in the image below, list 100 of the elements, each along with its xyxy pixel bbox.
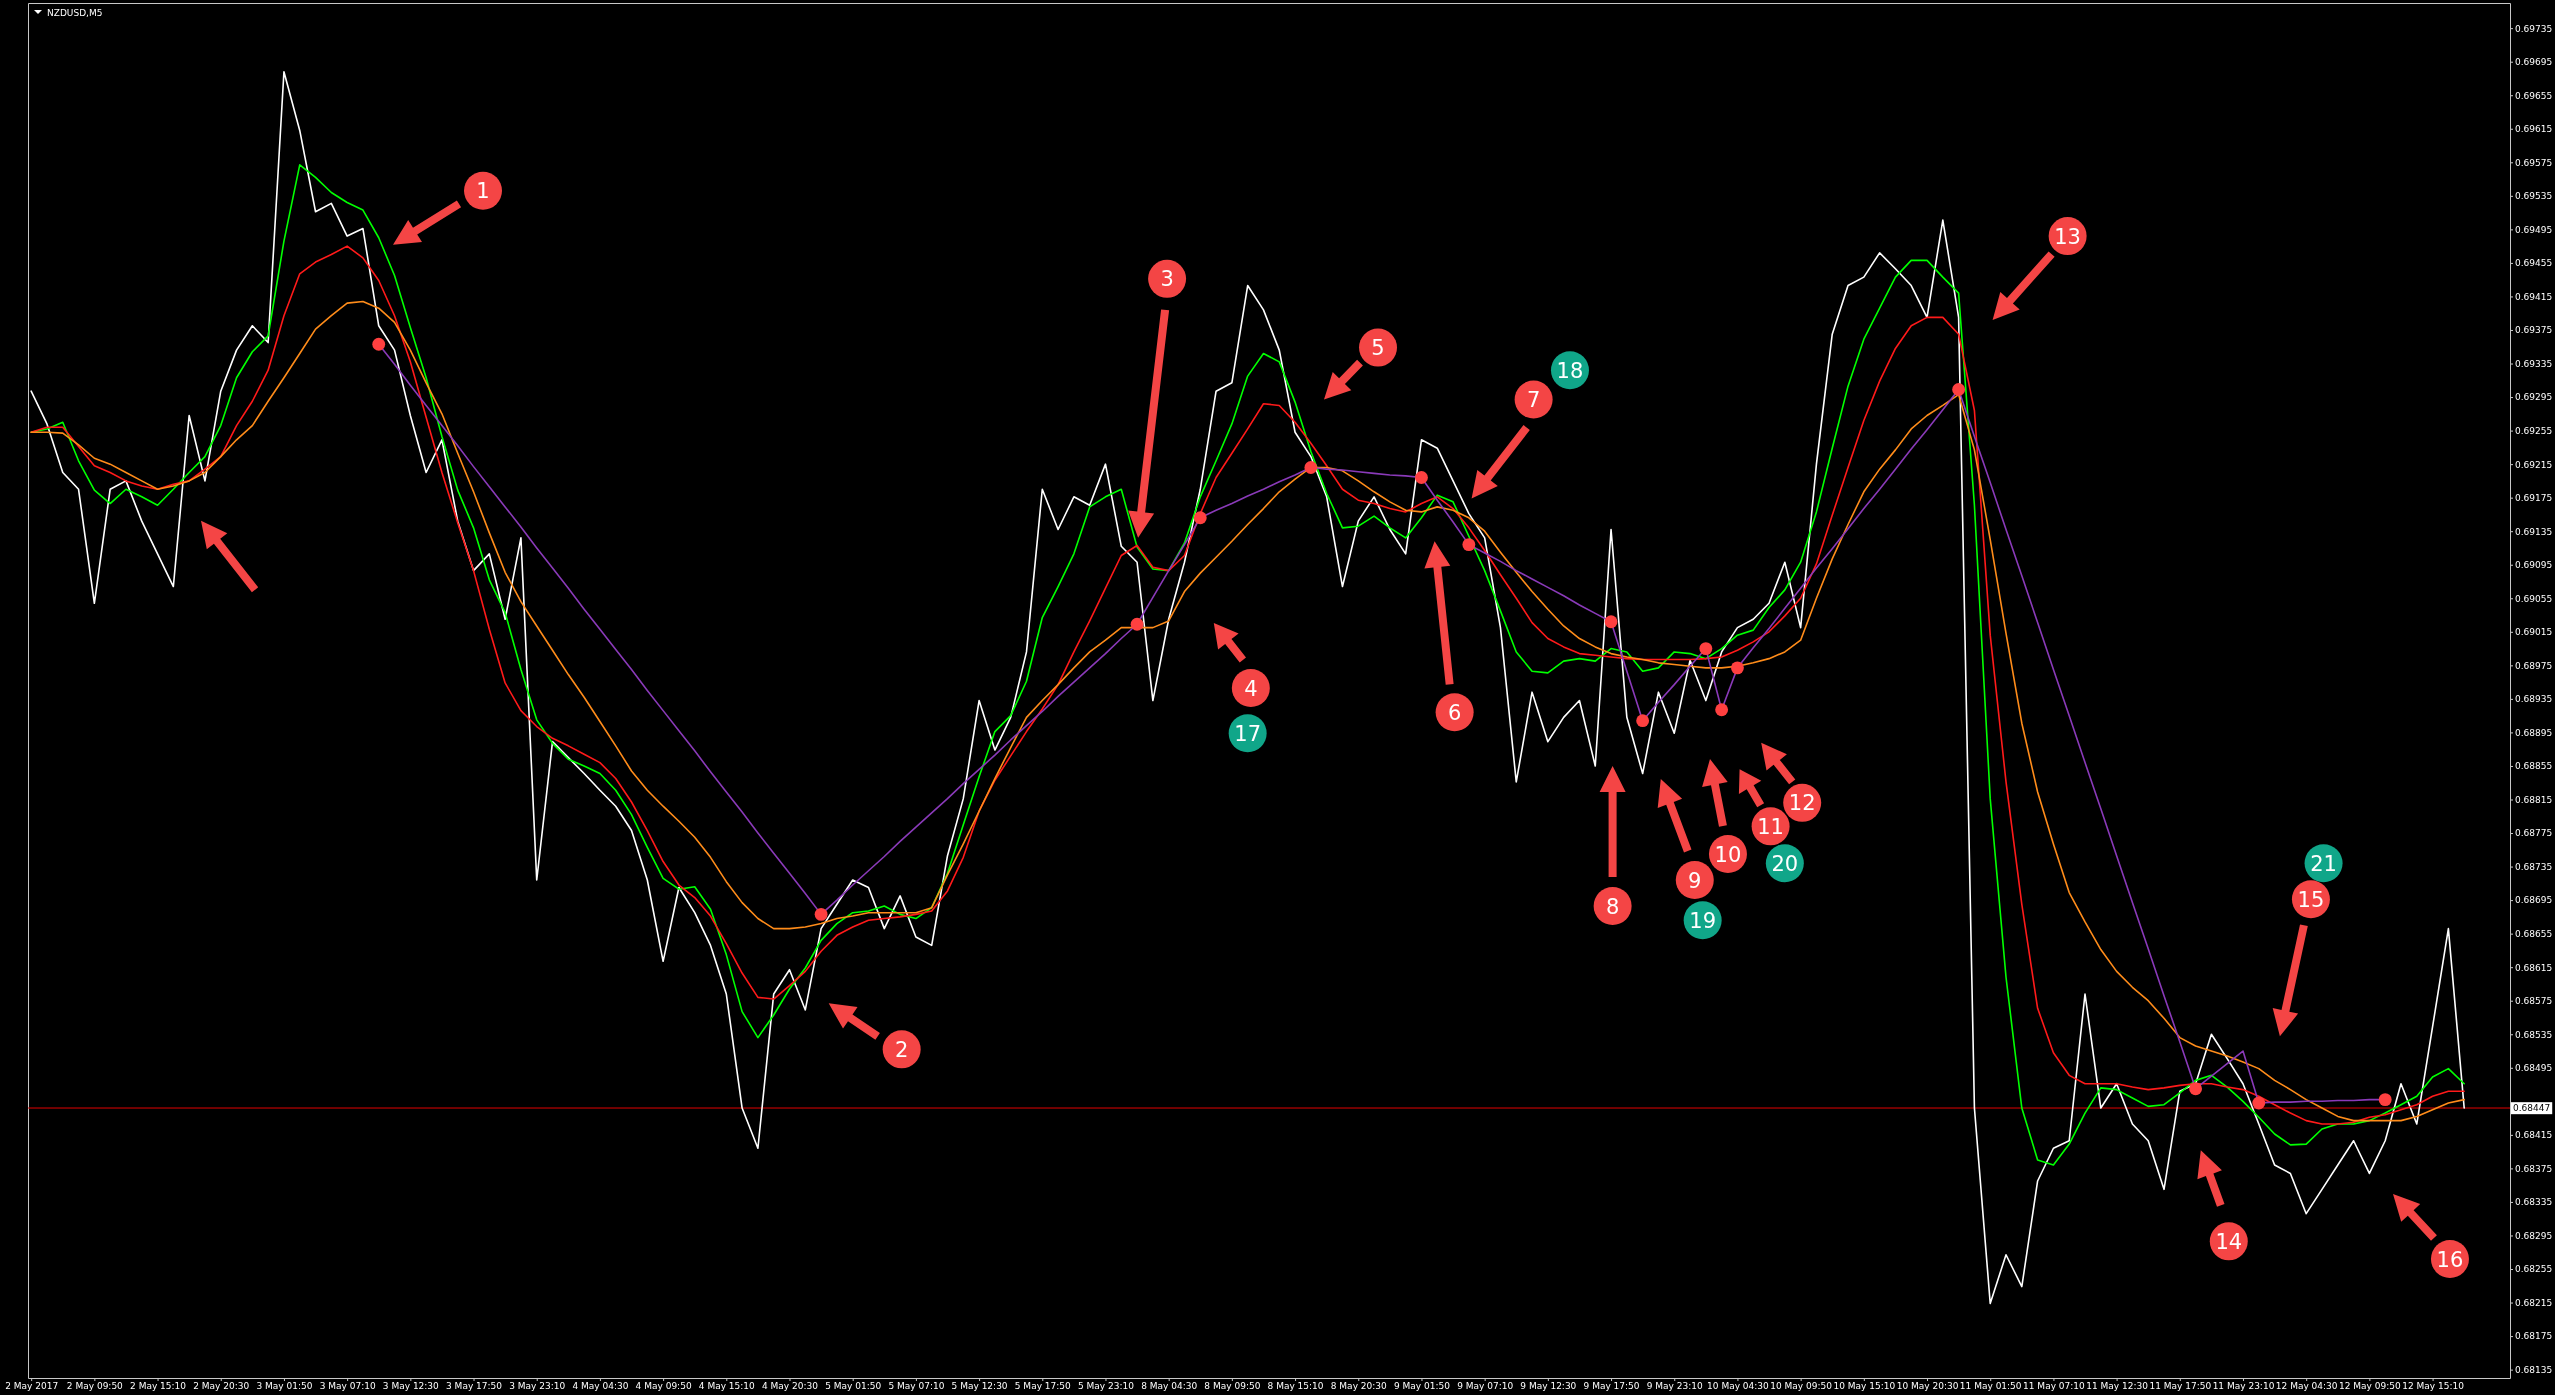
annotation: 18: [1556, 358, 1584, 383]
x-tick-label: 2 May 15:10: [130, 1381, 187, 1392]
x-tick-label: 2 May 20:30: [193, 1381, 250, 1392]
annotation: 12: [1788, 791, 1816, 816]
y-tick-label: 0.68975: [2515, 660, 2553, 671]
x-tick-label: 10 May 04:30: [1707, 1381, 1770, 1392]
text: NZDUSD,M5: [47, 8, 103, 18]
y-tick-label: 0.69215: [2515, 459, 2553, 470]
x-tick-label: 3 May 17:50: [446, 1381, 503, 1392]
x-tick-label: 8 May 04:30: [1141, 1381, 1198, 1392]
point: [372, 337, 386, 351]
y-tick-label: 0.68695: [2515, 895, 2553, 906]
point: [814, 907, 828, 921]
y-tick-label: 0.68415: [2515, 1130, 2553, 1141]
y-tick-label: 0.69295: [2515, 392, 2553, 403]
y-tick-label: 0.68175: [2515, 1331, 2553, 1342]
annotation: 2: [894, 1037, 909, 1062]
x-tick-label: 9 May 17:50: [1583, 1381, 1640, 1392]
annotation: 1: [476, 179, 490, 204]
point: [1193, 511, 1207, 525]
x-tick-label: 9 May 23:10: [1646, 1381, 1704, 1392]
y-tick-label: 0.69735: [2515, 23, 2553, 34]
y-tick-label: 0.69335: [2515, 358, 2553, 369]
x-tick-label: 9 May 12:30: [1520, 1381, 1577, 1392]
x-tick-label: 11 May 12:30: [2086, 1381, 2149, 1392]
annotation: 11: [1757, 814, 1784, 839]
x-tick-label: 5 May 07:10: [888, 1381, 945, 1392]
x-tick-label: 4 May 15:10: [698, 1381, 756, 1392]
y-tick-label: 0.68775: [2515, 828, 2553, 839]
y-tick-label: 0.69175: [2515, 493, 2553, 504]
y-tick-label: 0.68255: [2515, 1264, 2553, 1275]
annotation: 4: [1244, 676, 1258, 701]
x-tick-label: 4 May 20:30: [762, 1381, 819, 1392]
point: [2189, 1082, 2203, 1096]
y-tick-label: 0.69575: [2515, 157, 2553, 168]
x-tick-label: 12 May 04:30: [2275, 1381, 2338, 1392]
y-tick-label: 0.69615: [2515, 124, 2553, 135]
point: [1731, 661, 1744, 675]
annotation: 21: [2310, 851, 2337, 876]
x-tick-label: 2 May 2017: [5, 1381, 59, 1392]
annotation: 6: [1447, 700, 1462, 725]
annotation: 17: [1234, 721, 1262, 746]
y-tick-label: 0.69375: [2515, 325, 2553, 336]
x-tick-label: 11 May 01:50: [1959, 1381, 2022, 1392]
x-tick-label: 4 May 09:50: [635, 1381, 692, 1392]
x-tick-label: 8 May 20:30: [1330, 1381, 1388, 1392]
x-tick-label: 11 May 17:50: [2149, 1381, 2212, 1392]
x-tick-label: 5 May 17:50: [1014, 1381, 1072, 1392]
y-tick-label: 0.69695: [2515, 57, 2553, 68]
annotation: 13: [2054, 224, 2081, 249]
y-tick-label: 0.69535: [2515, 191, 2553, 202]
y-tick-label: 0.69255: [2515, 425, 2553, 436]
x-tick-label: 3 May 23:10: [509, 1381, 566, 1392]
x-tick-label: 5 May 12:30: [951, 1381, 1008, 1392]
y-tick-label: 0.69015: [2515, 627, 2553, 638]
x-tick-label: 10 May 09:50: [1770, 1381, 1833, 1392]
y-tick-label: 0.68295: [2515, 1230, 2553, 1241]
y-tick-label: 0.69655: [2515, 90, 2553, 101]
y-tick-label: 0.68575: [2515, 996, 2553, 1007]
x-tick-label: 8 May 15:10: [1267, 1381, 1324, 1392]
y-tick-label: 0.68135: [2515, 1365, 2553, 1375]
y-tick-label: 0.68335: [2515, 1197, 2553, 1208]
x-tick-label: 5 May 01:50: [825, 1381, 882, 1392]
y-tick-label: 0.69135: [2515, 526, 2553, 537]
y-tick-label: 0.68815: [2515, 794, 2553, 805]
x-tick-label: 9 May 07:10: [1457, 1381, 1514, 1392]
annotation: 14: [2215, 1229, 2243, 1254]
y-tick-label: 0.69095: [2515, 560, 2553, 571]
point: [1699, 642, 1713, 655]
point: [1636, 714, 1650, 728]
y-tick-label: 0.69455: [2515, 258, 2553, 269]
point: [1304, 461, 1318, 474]
point: [1415, 471, 1428, 484]
x-tick-label: 10 May 15:10: [1833, 1381, 1896, 1392]
y-tick-label: 0.69495: [2515, 224, 2553, 235]
annotation: 19: [1689, 908, 1717, 933]
point: [1462, 538, 1476, 552]
y-tick-label: 0.68735: [2515, 861, 2553, 872]
y-tick-label: 0.68855: [2515, 761, 2553, 772]
y-tick-label: 0.68935: [2515, 694, 2553, 705]
y-tick-label: 0.68655: [2515, 929, 2553, 940]
x-tick-label: 4 May 04:30: [572, 1381, 629, 1392]
y-tick-label: 0.68895: [2515, 727, 2553, 738]
annotation: 9: [1688, 868, 1702, 893]
point: [1715, 703, 1729, 717]
annotation: 3: [1160, 267, 1174, 292]
x-tick-label: 12 May 15:10: [2402, 1381, 2465, 1392]
x-tick-label: 12 May 09:50: [2339, 1381, 2402, 1392]
x-tick-label: 3 May 12:30: [382, 1381, 440, 1392]
x-tick-label: 11 May 23:10: [2212, 1381, 2275, 1392]
y-tick-label: 0.69055: [2515, 593, 2553, 604]
annotation: 7: [1526, 388, 1541, 413]
y-tick-label: 0.68375: [2515, 1163, 2553, 1174]
x-tick-label: 8 May 09:50: [1204, 1381, 1261, 1392]
y-tick-label: 0.69415: [2515, 291, 2553, 302]
annotation: 20: [1771, 851, 1799, 876]
x-tick-label: 11 May 07:10: [2023, 1381, 2086, 1392]
y-tick-label: 0.68215: [2515, 1297, 2553, 1308]
x-tick-label: 9 May 01:50: [1393, 1381, 1451, 1392]
x-tick-label: 2 May 09:50: [66, 1381, 124, 1392]
